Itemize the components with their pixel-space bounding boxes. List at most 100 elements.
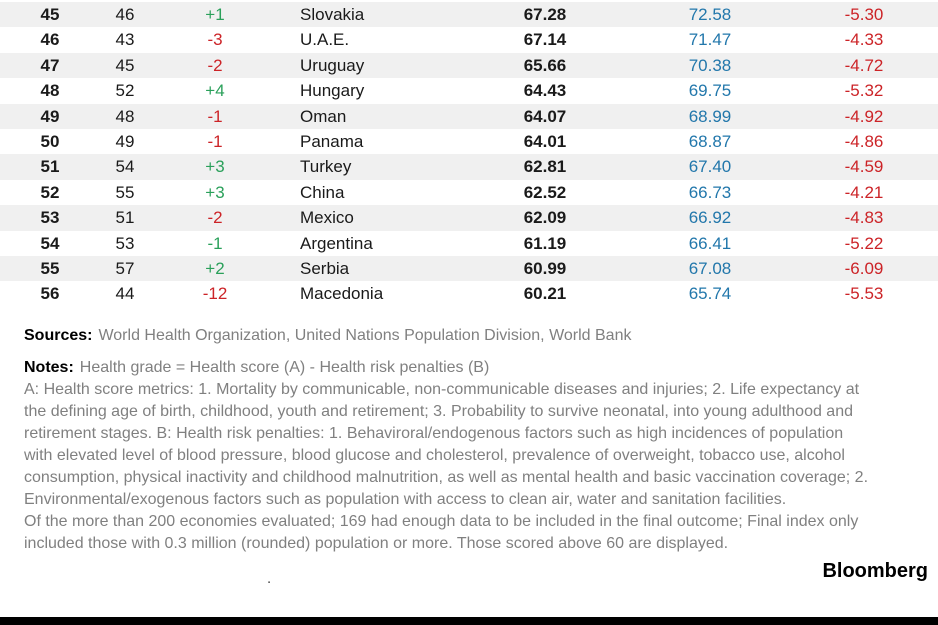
cell-penalty-diff: -4.59	[844, 157, 884, 177]
cell-change: -1	[207, 131, 223, 151]
cell-previous-rank: 55	[115, 182, 135, 202]
cell-penalty-diff: -4.33	[844, 30, 884, 50]
cell-health-grade: 62.81	[523, 157, 567, 177]
cell-penalty-diff: -4.83	[844, 208, 884, 228]
cell-change: -2	[207, 208, 223, 228]
cell-penalty-diff: -4.72	[844, 55, 884, 75]
table-row: 56 44 -12 Macedonia 60.21 65.74 -5.53	[0, 281, 938, 306]
cell-economy: Mexico	[300, 208, 354, 228]
cell-penalty-diff: -5.22	[844, 233, 884, 253]
cell-economy: Uruguay	[300, 55, 365, 75]
notes-lines: A: Health score metrics: 1. Mortality by…	[24, 379, 868, 555]
table-row: 46 43 -3 U.A.E. 67.14 71.47 -4.33	[0, 27, 938, 52]
health-ranking-table: 45 46 +1 Slovakia 67.28 72.58 -5.30 46 43 -3 U.A.E…	[0, 2, 938, 307]
cell-previous-rank: 44	[115, 284, 135, 304]
notes-line: A: Health score metrics: 1. Mortality by…	[24, 381, 860, 398]
cell-health-grade: 67.28	[523, 5, 567, 24]
table-row: 51 54 +3 Turkey 62.81 67.40 -4.59	[0, 154, 938, 180]
cell-economy: Argentina	[300, 233, 373, 253]
table-row: 47 45 -2 Uruguay 65.66 70.38 -4.72	[0, 52, 938, 79]
cell-economy: Panama	[300, 131, 364, 151]
cell-health-grade: 64.07	[523, 106, 567, 126]
cell-economy: Serbia	[300, 258, 350, 278]
notes-equation-line: Notes: Health grade = Health score (A) - …	[24, 357, 868, 379]
table-row: 48 52 +4 Hungary 64.43 69.75 -5.32	[0, 78, 938, 103]
cell-health-grade: 60.99	[523, 258, 567, 278]
cell-economy: Turkey	[300, 157, 352, 177]
cell-previous-rank: 54	[115, 157, 135, 177]
cell-penalty-diff: -5.53	[844, 284, 884, 304]
health-table-body: 45 46 +1 Slovakia 67.28 72.58 -5.30 46 43 -3 U.A.E…	[0, 2, 938, 307]
cell-health-grade: 62.52	[523, 182, 567, 202]
bottom-black-bar	[0, 617, 938, 625]
cell-rank: 50	[40, 131, 60, 151]
cell-change: -1	[207, 106, 223, 126]
cell-rank: 53	[40, 208, 60, 228]
cell-penalty-diff: -5.32	[844, 81, 884, 101]
cell-rank: 52	[40, 182, 60, 202]
cell-health-grade: 60.21	[523, 284, 567, 304]
notes-line: Of the more than 200 economies evaluated…	[24, 513, 859, 530]
cell-health-grade: 62.09	[523, 208, 567, 228]
cell-rank: 55	[40, 258, 60, 278]
sources-text: World Health Organization, United Nation…	[98, 327, 632, 344]
cell-health-score: 70.38	[688, 55, 732, 75]
cell-rank: 51	[40, 157, 60, 177]
sources-label: Sources:	[24, 327, 93, 344]
cell-change: +2	[205, 258, 225, 278]
cell-change: -3	[207, 30, 223, 50]
table-row: 50 49 -1 Panama 64.01 68.87 -4.86	[0, 129, 938, 154]
cell-previous-rank: 49	[115, 131, 135, 151]
notes-line: consumption, physical inactivity and chi…	[24, 469, 869, 486]
cell-economy: Oman	[300, 106, 347, 126]
cell-change: +4	[205, 81, 225, 101]
cell-penalty-diff: -4.92	[844, 106, 884, 126]
cell-change: +3	[205, 157, 225, 177]
cell-health-score: 71.47	[688, 30, 732, 50]
cell-penalty-diff: -4.21	[844, 182, 884, 202]
cell-change: -2	[207, 55, 223, 75]
cell-health-score: 69.75	[688, 81, 732, 101]
stray-dot: .	[267, 570, 272, 587]
cell-economy: U.A.E.	[300, 30, 350, 50]
sources-line: Sources: World Health Organization, Unite…	[24, 327, 631, 345]
notes-equation: Health grade = Health score (A) - Health…	[79, 359, 490, 376]
cell-health-grade: 61.19	[523, 233, 567, 253]
table-row: 49 48 -1 Oman 64.07 68.99 -4.92	[0, 103, 938, 129]
notes-block: Notes: Health grade = Health score (A) - …	[24, 357, 868, 555]
cell-change: +1	[205, 5, 225, 24]
cell-previous-rank: 48	[115, 106, 135, 126]
cell-rank: 56	[40, 284, 60, 304]
cell-rank: 47	[40, 55, 60, 75]
bloomberg-logo: Bloomberg	[822, 560, 928, 582]
cell-health-grade: 67.14	[523, 30, 567, 50]
table-row: 45 46 +1 Slovakia 67.28 72.58 -5.30	[0, 2, 938, 28]
notes-line: Environmental/exogenous factors such as …	[24, 491, 787, 508]
cell-health-score: 66.92	[688, 208, 732, 228]
cell-previous-rank: 51	[115, 208, 135, 228]
cell-penalty-diff: -4.86	[844, 131, 884, 151]
table-row: 53 51 -2 Mexico 62.09 66.92 -4.83	[0, 205, 938, 231]
cell-change: -12	[202, 284, 228, 304]
cell-rank: 49	[40, 106, 60, 126]
table-row: 54 53 -1 Argentina 61.19 66.41 -5.22	[0, 231, 938, 256]
cell-health-score: 66.73	[688, 182, 732, 202]
cell-previous-rank: 46	[115, 5, 135, 24]
cell-change: +3	[205, 182, 225, 202]
cell-previous-rank: 43	[115, 30, 135, 50]
notes-line: the defining age of birth, childhood, yo…	[24, 403, 853, 420]
cell-health-grade: 64.43	[523, 81, 567, 101]
cell-health-score: 68.99	[688, 106, 732, 126]
cell-rank: 54	[40, 233, 60, 253]
cell-health-score: 72.58	[688, 5, 732, 24]
cell-health-score: 66.41	[688, 233, 732, 253]
notes-line: with elevated level of blood pressure, b…	[24, 447, 845, 464]
cell-previous-rank: 52	[115, 81, 135, 101]
cell-economy: China	[300, 182, 345, 202]
cell-health-grade: 64.01	[523, 131, 567, 151]
cell-rank: 45	[40, 5, 60, 24]
cell-rank: 48	[40, 81, 60, 101]
cell-health-grade: 65.66	[523, 55, 567, 75]
notes-line: included those with 0.3 million (rounded…	[24, 535, 729, 552]
notes-line: retirement stages. B: Health risk penalt…	[24, 425, 844, 442]
